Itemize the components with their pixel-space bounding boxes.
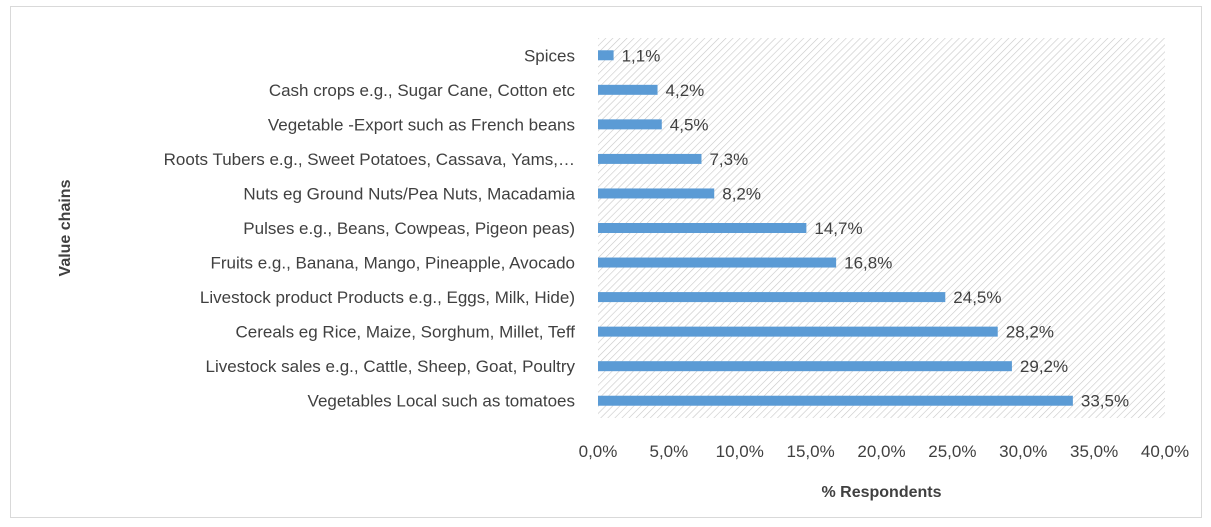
bar [598, 84, 658, 95]
data-label: 1,1% [622, 46, 661, 65]
category-label: Livestock product Products e.g., Eggs, M… [200, 288, 575, 307]
category-label: Pulses e.g., Beans, Cowpeas, Pigeon peas… [243, 219, 575, 238]
category-label: Spices [524, 46, 575, 65]
data-label: 24,5% [953, 288, 1001, 307]
data-label: 29,2% [1020, 357, 1068, 376]
x-tick-label: 10,0% [716, 442, 764, 461]
bar [598, 361, 1012, 372]
category-label: Livestock sales e.g., Cattle, Sheep, Goa… [206, 357, 576, 376]
bar [598, 395, 1073, 406]
category-label: Roots Tubers e.g., Sweet Potatoes, Cassa… [164, 150, 575, 169]
x-tick-label: 25,0% [928, 442, 976, 461]
bar [598, 223, 807, 233]
x-tick-label: 15,0% [787, 442, 835, 461]
data-label: 14,7% [814, 219, 862, 238]
bar [598, 50, 614, 61]
x-tick-label: 40,0% [1141, 442, 1189, 461]
x-tick-label: 35,0% [1070, 442, 1118, 461]
bar [598, 292, 946, 303]
category-label: Fruits e.g., Banana, Mango, Pineapple, A… [211, 254, 576, 273]
bar [598, 153, 702, 164]
x-axis-ticks: 0,0% 5,0% 10,0% 15,0% 20,0% 25,0% 30,0% 35,0% 40… [579, 442, 1189, 461]
bar [598, 188, 715, 199]
data-label: 16,8% [844, 254, 892, 273]
bar [598, 119, 662, 130]
data-label: 28,2% [1006, 323, 1054, 342]
x-tick-label: 30,0% [999, 442, 1047, 461]
data-label: 4,5% [670, 115, 709, 134]
x-tick-label: 0,0% [579, 442, 618, 461]
x-axis-title: % Respondents [821, 484, 941, 501]
data-label: 8,2% [722, 184, 761, 203]
category-labels: Spices Cash crops e.g., Sugar Cane, Cotto… [164, 46, 576, 410]
bar [598, 257, 837, 268]
data-label: 33,5% [1081, 392, 1129, 411]
data-label: 4,2% [666, 81, 705, 100]
data-label: 7,3% [709, 150, 748, 169]
bars-group: 1,1% 4,2% 4,5%7,3% 8,2% 14,7% 16,8% 24,5% 28,2%… [598, 46, 1129, 411]
bar [598, 326, 998, 337]
x-tick-label: 20,0% [857, 442, 905, 461]
category-label: Cereals eg Rice, Maize, Sorghum, Millet,… [235, 323, 575, 342]
category-label: Cash crops e.g., Sugar Cane, Cotton etc [269, 81, 576, 100]
category-label: Nuts eg Ground Nuts/Pea Nuts, Macadamia [243, 184, 575, 203]
y-axis-title: Value chains [57, 179, 74, 276]
x-tick-label: 5,0% [650, 442, 689, 461]
category-label: Vegetable -Export such as French beans [268, 115, 575, 134]
category-label: Vegetables Local such as tomatoes [308, 392, 575, 411]
